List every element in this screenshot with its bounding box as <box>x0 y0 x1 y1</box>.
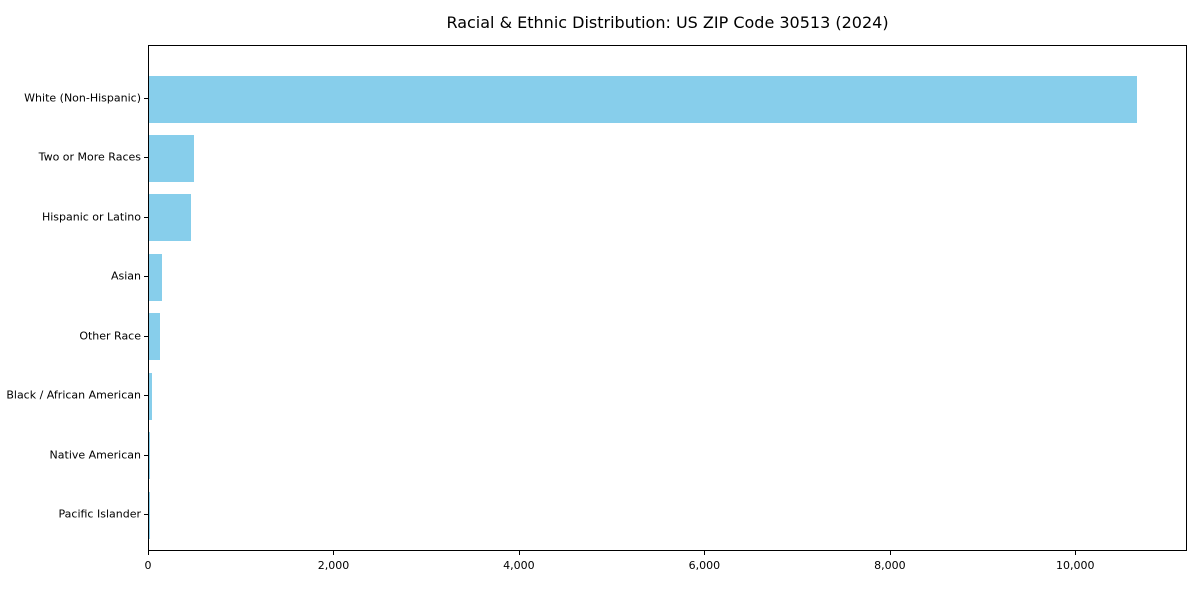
bar-black-african-american <box>149 372 153 420</box>
y-tick-label: Pacific Islander <box>58 507 141 521</box>
y-tick-label: Asian <box>110 269 141 283</box>
y-tick-label: Other Race <box>79 329 141 343</box>
bar-white-non-hispanic <box>149 75 1137 123</box>
x-tick-label: 8,000 <box>874 559 906 572</box>
x-tick-label: 2,000 <box>317 559 350 572</box>
bar-other-race <box>149 313 161 361</box>
bar-hispanic-or-latino <box>149 194 192 242</box>
y-tick-label: Native American <box>49 448 141 462</box>
x-tick-mark <box>1075 551 1077 555</box>
plot-area <box>148 45 1187 551</box>
x-tick-mark <box>889 551 891 555</box>
bar-asian <box>149 253 162 301</box>
x-tick-label: 0 <box>144 559 152 572</box>
x-tick-mark <box>333 551 335 555</box>
y-tick-mark <box>144 514 148 515</box>
y-tick-label: Hispanic or Latino <box>41 210 141 224</box>
y-tick-mark <box>144 335 148 337</box>
y-tick-label: Two or More Races <box>38 150 141 164</box>
y-tick-mark <box>144 276 148 278</box>
y-tick-mark <box>144 395 148 397</box>
x-tick-mark <box>518 551 520 555</box>
x-tick-label: 4,000 <box>503 559 535 572</box>
y-tick-mark <box>144 454 148 456</box>
x-tick-mark <box>704 551 706 555</box>
bar-native-american <box>149 432 150 480</box>
chart-title: Racial & Ethnic Distribution: US ZIP Cod… <box>446 13 889 32</box>
y-tick-mark <box>144 98 148 99</box>
x-tick-label: 10,000 <box>1056 559 1095 572</box>
bar-two-or-more-races <box>149 134 194 182</box>
x-tick-label: 6,000 <box>688 559 721 572</box>
x-tick-mark <box>148 551 149 555</box>
y-tick-mark <box>144 157 148 159</box>
y-tick-label: White (Non-Hispanic) <box>24 91 141 105</box>
y-tick-label: Black / African American <box>6 388 141 402</box>
y-tick-mark <box>144 216 148 218</box>
